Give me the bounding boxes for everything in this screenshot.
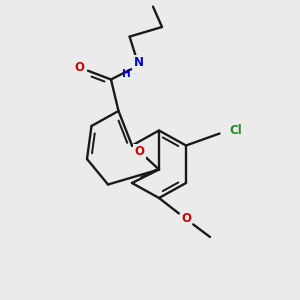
Text: N: N: [134, 56, 144, 69]
Text: H: H: [122, 69, 130, 80]
Text: O: O: [74, 61, 85, 74]
Text: O: O: [134, 145, 145, 158]
Text: O: O: [181, 212, 191, 226]
Text: Cl: Cl: [230, 124, 242, 137]
